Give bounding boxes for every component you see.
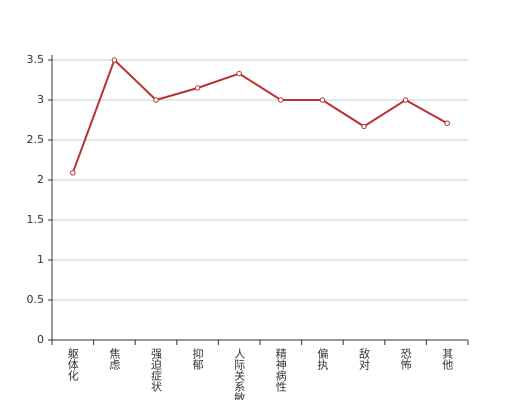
x-tick-label: 恐怖: [399, 348, 412, 370]
x-tick-label: 精神病性: [274, 348, 287, 393]
point: [194, 85, 201, 91]
x-tick-label: 其他: [441, 348, 454, 370]
x-tick-label: 强迫症状: [150, 348, 163, 392]
y-tick-label: 3: [37, 93, 44, 106]
y-tick-label: 0.5: [27, 293, 45, 306]
x-tick-label: 焦虑: [108, 348, 121, 370]
point: [361, 123, 367, 130]
point: [319, 97, 326, 103]
y-tick-label: 1.5: [27, 213, 45, 226]
x-tick-label: 躯体化: [66, 348, 79, 382]
point: [111, 57, 118, 63]
point: [236, 70, 242, 77]
y-tick-label: 2: [37, 173, 44, 186]
point: [153, 97, 159, 103]
x-tick-label: 人际关系敏感: [233, 348, 246, 400]
point: [70, 170, 76, 176]
y-tick-label: 1: [37, 253, 44, 266]
x-tick-label: 偏执: [316, 347, 329, 371]
line: [71, 58, 448, 174]
y-tick-label: 2.5: [27, 133, 45, 146]
point: [444, 120, 450, 126]
y-tick-label: 0: [37, 333, 44, 346]
point: [278, 97, 284, 103]
x-tick-label: 敌对: [358, 347, 371, 370]
x-tick-label: 抑郁: [191, 347, 204, 370]
point: [402, 97, 409, 103]
y-tick-label: 3.5: [27, 53, 45, 66]
